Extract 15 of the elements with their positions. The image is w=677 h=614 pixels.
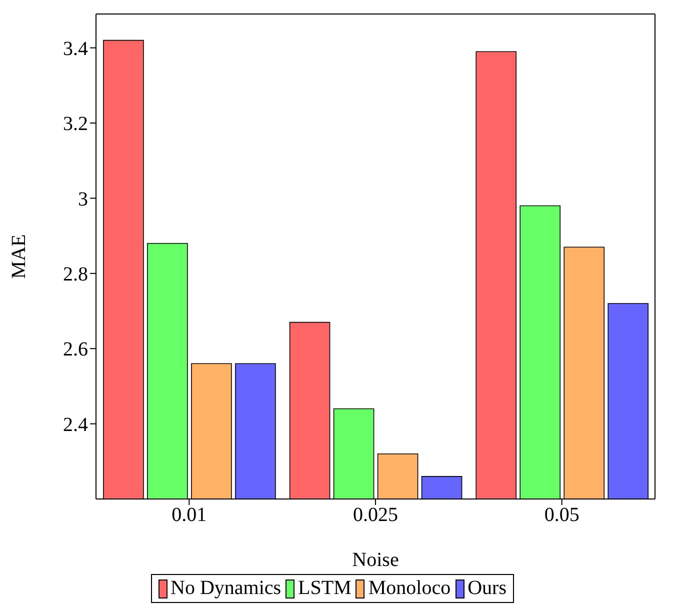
legend-label: Monoloco: [368, 577, 451, 600]
y-tick-label: 3.4: [63, 38, 88, 60]
legend-label: Ours: [468, 577, 506, 600]
y-tick-label: 3.2: [63, 113, 88, 136]
y-tick-label: 2.8: [63, 264, 88, 286]
y-tick-label: 3: [78, 188, 88, 210]
legend-label: No Dynamics: [170, 577, 282, 600]
y-axis-title: MAE: [8, 234, 30, 279]
y-tick-label: 2.4: [63, 414, 88, 436]
x-tick-label: 0.05: [544, 504, 580, 526]
x-tick-label: 0.01: [172, 504, 207, 526]
x-axis-title: Noise: [352, 549, 399, 571]
legend-label: LSTM: [298, 577, 352, 600]
x-tick-label: 0.025: [353, 504, 398, 526]
y-tick-label: 2.6: [63, 338, 88, 361]
